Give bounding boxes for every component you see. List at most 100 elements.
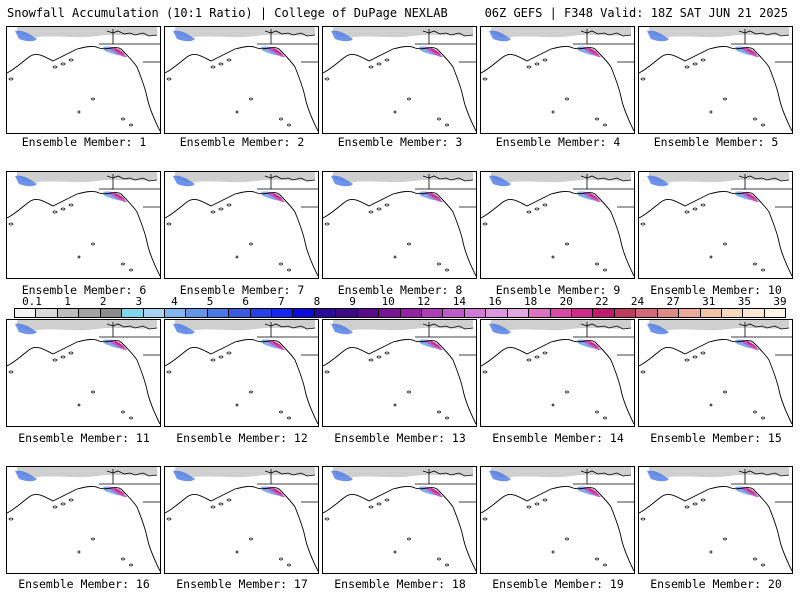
- island: [218, 355, 224, 359]
- snow-heavy-area: [273, 48, 283, 55]
- coastline: [481, 339, 634, 425]
- colorbar-tick-label: 35: [737, 295, 751, 308]
- island: [723, 537, 727, 541]
- ensemble-member-label: Ensemble Member: 6: [21, 283, 147, 297]
- island: [121, 557, 125, 561]
- island: [376, 502, 382, 506]
- colorbar-swatch: [571, 309, 594, 317]
- colorbar-swatch: [379, 309, 401, 317]
- snow-heavy-area: [741, 191, 759, 203]
- island: [77, 550, 81, 554]
- island: [542, 58, 548, 62]
- colorbar-swatch: [250, 309, 273, 317]
- island: [407, 537, 411, 541]
- island: [52, 210, 58, 214]
- colorbar-swatch: [550, 309, 572, 317]
- map-canvas: [481, 467, 634, 572]
- island: [368, 505, 374, 509]
- coastline: [7, 191, 160, 277]
- island: [684, 505, 690, 509]
- island: [324, 77, 330, 81]
- ensemble-map: [480, 26, 635, 134]
- island: [52, 65, 58, 69]
- map-canvas: [323, 172, 476, 277]
- island: [77, 403, 81, 407]
- island: [384, 498, 390, 502]
- colorbar-swatch: [614, 309, 637, 317]
- island: [249, 97, 253, 101]
- island: [226, 203, 232, 207]
- island: [393, 403, 397, 407]
- island: [287, 123, 291, 127]
- colorbar-swatch: [143, 309, 165, 317]
- colorbar-tick-label: 2: [99, 295, 107, 308]
- snow-light-area: [175, 320, 315, 331]
- arctic-coastline: [264, 30, 316, 37]
- island: [526, 358, 532, 362]
- ensemble-member-label: Ensemble Member: 17: [176, 577, 308, 591]
- arctic-coastline: [580, 30, 632, 37]
- island: [595, 410, 599, 414]
- colorbar: [14, 308, 786, 318]
- colorbar-tick-label: 16: [488, 295, 502, 308]
- colorbar-tick-label: 10: [381, 295, 395, 308]
- island: [761, 268, 765, 272]
- island: [393, 255, 397, 259]
- island: [603, 268, 607, 272]
- snow-light-area: [333, 467, 473, 478]
- snow-heavy-area: [425, 339, 443, 351]
- snow-heavy-area: [741, 339, 759, 351]
- island: [8, 222, 14, 226]
- ensemble-map: [6, 319, 161, 427]
- ensemble-member-label: Ensemble Member: 15: [650, 431, 782, 445]
- ensemble-member-label: Ensemble Member: 4: [495, 135, 621, 149]
- island: [445, 268, 449, 272]
- island: [526, 210, 532, 214]
- island: [761, 563, 765, 567]
- ensemble-map: [322, 171, 477, 279]
- island: [723, 242, 727, 246]
- colorbar-swatch: [100, 309, 123, 317]
- snow-heavy-area: [115, 193, 125, 200]
- island: [226, 498, 232, 502]
- island: [595, 262, 599, 266]
- island: [279, 262, 283, 266]
- island: [210, 65, 216, 69]
- island: [91, 242, 95, 246]
- arctic-coastline: [580, 470, 632, 477]
- coastline: [165, 486, 318, 572]
- arctic-coastline: [580, 175, 632, 182]
- arctic-coastline: [264, 470, 316, 477]
- island: [565, 242, 569, 246]
- map-canvas: [639, 172, 792, 277]
- island: [753, 557, 757, 561]
- snow-moderate-area: [489, 175, 511, 187]
- snow-heavy-area: [273, 488, 283, 495]
- island: [437, 262, 441, 266]
- island: [753, 117, 757, 121]
- island: [279, 557, 283, 561]
- coastline: [7, 339, 160, 425]
- snow-heavy-area: [583, 486, 601, 498]
- arctic-coastline: [580, 323, 632, 330]
- snow-moderate-area: [15, 470, 37, 482]
- coastline: [165, 46, 318, 132]
- colorbar-tick-label: 24: [630, 295, 645, 308]
- ensemble-member-label: Ensemble Member: 16: [18, 577, 150, 591]
- island: [368, 65, 374, 69]
- island: [218, 207, 224, 211]
- coastline: [323, 46, 476, 132]
- snow-heavy-area: [115, 341, 125, 348]
- island: [709, 403, 713, 407]
- colorbar-tick-label: 3: [135, 295, 143, 308]
- ensemble-member-label: Ensemble Member: 5: [653, 135, 779, 149]
- island: [684, 210, 690, 214]
- island: [482, 77, 488, 81]
- ensemble-member-label: Ensemble Member: 3: [337, 135, 463, 149]
- colorbar-swatch: [186, 309, 208, 317]
- colorbar-tick-label: 0.1: [22, 295, 42, 308]
- colorbar-swatch: [486, 309, 508, 317]
- snow-heavy-area: [267, 339, 285, 351]
- snow-heavy-area: [273, 193, 283, 200]
- snow-heavy-area: [109, 339, 127, 351]
